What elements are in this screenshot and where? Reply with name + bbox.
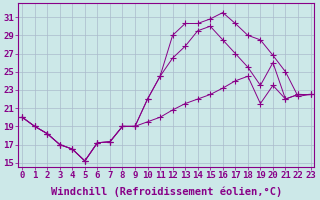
X-axis label: Windchill (Refroidissement éolien,°C): Windchill (Refroidissement éolien,°C) <box>51 186 282 197</box>
